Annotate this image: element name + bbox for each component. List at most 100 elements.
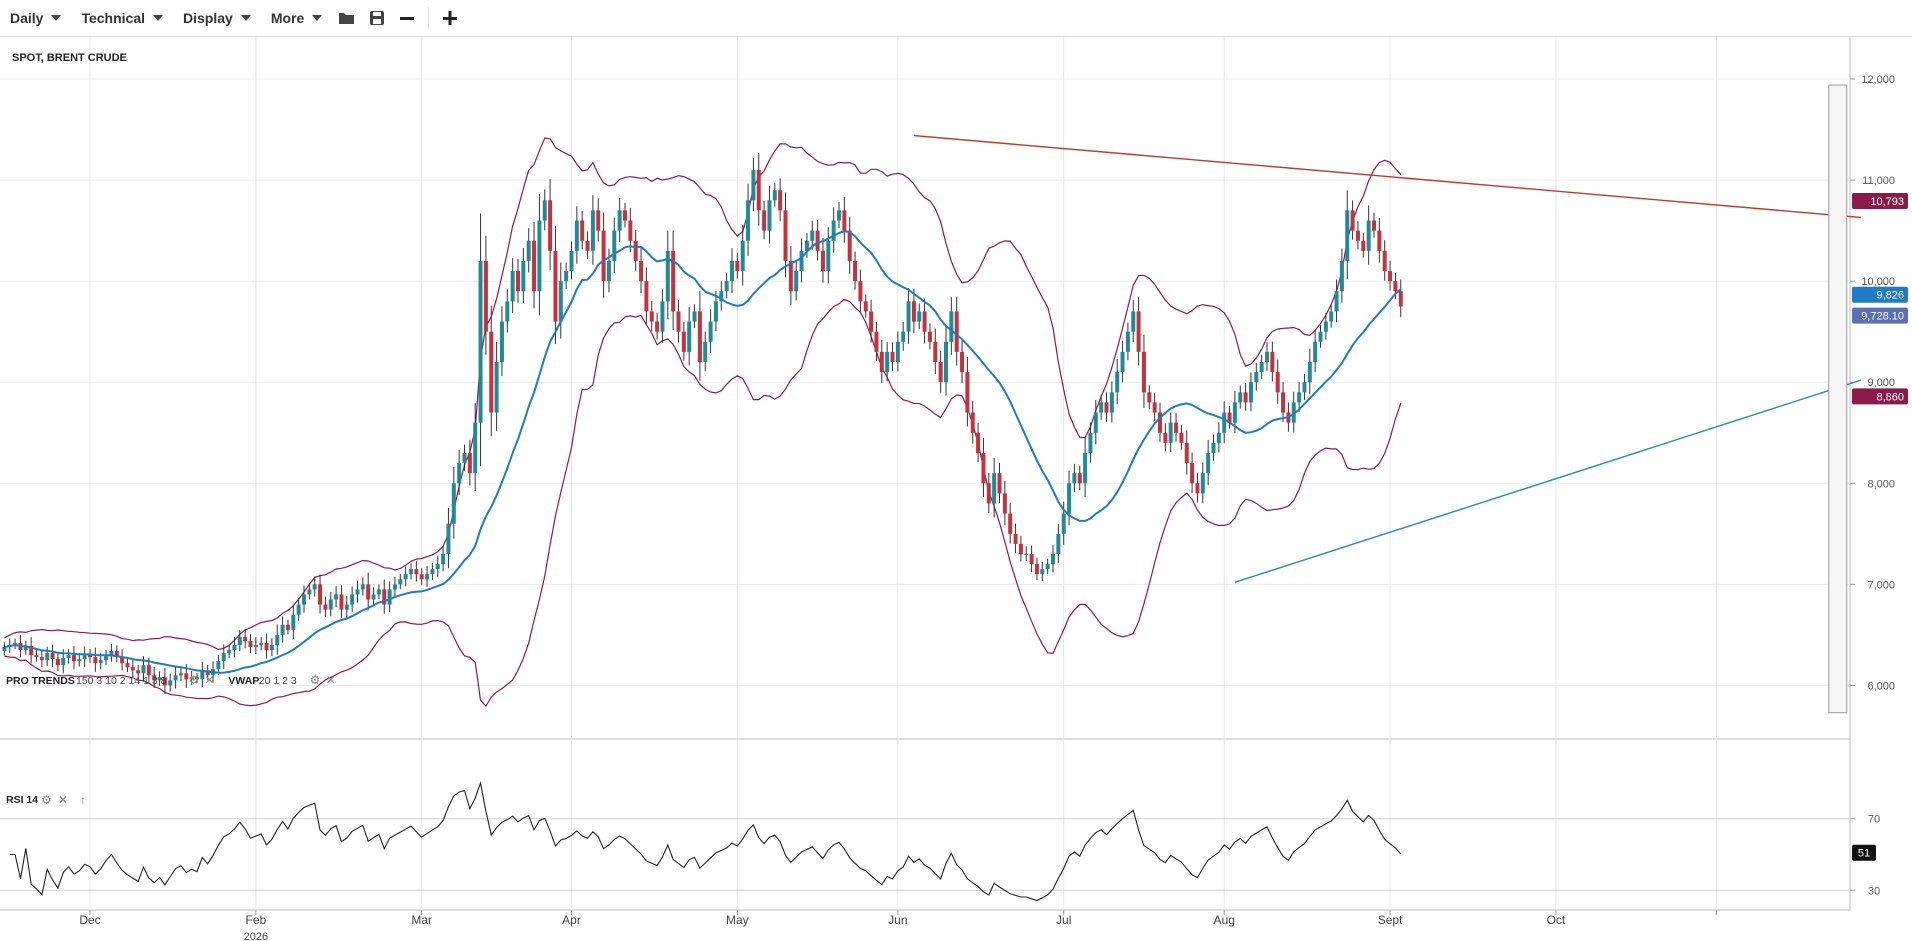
candle-body[interactable] [457,463,462,484]
candle-body[interactable] [489,331,494,413]
candle-body[interactable] [981,452,986,484]
candle-body[interactable] [762,210,767,231]
candle-body[interactable] [1243,392,1248,403]
candle-body[interactable] [1067,483,1072,514]
candle-body[interactable] [451,483,456,524]
candle-body[interactable] [173,675,178,681]
candle-body[interactable] [1190,463,1195,484]
candle-body[interactable] [564,271,569,282]
candle-body[interactable] [1313,341,1318,362]
candle-body[interactable] [382,589,387,605]
candle-body[interactable] [1083,452,1088,484]
candle-body[interactable] [1275,372,1280,393]
candle-body[interactable] [1141,351,1146,393]
candle-body[interactable] [1136,311,1141,352]
candle-body[interactable] [751,169,756,201]
candle-body[interactable] [1195,483,1200,494]
candle-body[interactable] [569,250,574,272]
candle-body[interactable] [1345,210,1350,261]
candle-body[interactable] [938,361,943,383]
candle-body[interactable] [1013,533,1018,544]
candle-body[interactable] [259,642,264,645]
candle-body[interactable] [842,210,847,231]
candle-body[interactable] [623,210,627,221]
candle-body[interactable] [130,667,135,671]
more-menu[interactable]: More [261,0,332,36]
candle-body[interactable] [473,422,478,474]
candle-body[interactable] [949,311,954,342]
candle-body[interactable] [430,569,435,575]
candle-body[interactable] [1297,392,1302,403]
candle-body[interactable] [302,594,306,605]
candle-body[interactable] [360,584,365,590]
candle-body[interactable] [1093,412,1098,433]
candle-body[interactable] [713,301,718,322]
candle-body[interactable] [655,321,660,332]
candle-body[interactable] [922,311,927,332]
candle-body[interactable] [1120,351,1125,373]
candle-body[interactable] [1372,220,1376,231]
candle-body[interactable] [1184,442,1189,464]
candle-body[interactable] [537,220,542,292]
candle-body[interactable] [318,584,323,605]
candle-body[interactable] [398,579,403,585]
candle-body[interactable] [735,260,740,272]
candle-body[interactable] [227,650,232,654]
candle-body[interactable] [869,311,874,332]
candle-body[interactable] [344,604,349,610]
candle-body[interactable] [1302,382,1307,393]
candle-body[interactable] [195,677,199,680]
candle-body[interactable] [88,655,92,658]
candle-body[interactable] [1222,412,1227,433]
candle-body[interactable] [847,230,852,261]
candle-body[interactable] [50,653,55,660]
candle-body[interactable] [639,260,644,282]
zoom-out-button[interactable] [392,0,422,36]
candle-body[interactable] [681,331,686,352]
support-trendline[interactable] [1234,379,1862,583]
candle-body[interactable] [933,341,938,362]
candle-body[interactable] [1259,361,1264,373]
candle-body[interactable] [494,361,499,413]
candle-body[interactable] [243,636,248,641]
candle-body[interactable] [216,661,221,670]
candle-body[interactable] [1018,543,1023,555]
candle-body[interactable] [1270,351,1275,373]
candle-body[interactable] [815,230,820,251]
candle-body[interactable] [285,624,290,630]
candle-body[interactable] [237,636,242,645]
candle-body[interactable] [772,190,777,201]
candle-body[interactable] [1339,260,1344,292]
candle-body[interactable] [296,604,301,615]
candle-body[interactable] [45,653,50,661]
candle-body[interactable] [1388,271,1393,282]
candle-body[interactable] [1232,402,1237,423]
candle-body[interactable] [291,614,296,630]
candle-body[interactable] [221,653,226,662]
candle-body[interactable] [366,584,371,600]
candle-body[interactable] [425,574,430,580]
candle-body[interactable] [970,412,975,433]
candle-body[interactable] [414,569,419,575]
candle-body[interactable] [77,659,82,662]
candle-body[interactable] [1355,230,1360,241]
candle-body[interactable] [1024,554,1029,556]
candle-body[interactable] [1168,422,1173,443]
candle-body[interactable] [1254,372,1259,383]
candle-body[interactable] [542,200,547,221]
technical-menu[interactable]: Technical [71,0,173,36]
candle-body[interactable] [1216,432,1221,443]
candle-body[interactable] [879,351,884,373]
close-icon[interactable]: ✕ [204,673,214,687]
candle-body[interactable] [23,645,28,651]
candle-body[interactable] [371,594,376,600]
candle-body[interactable] [553,250,558,322]
candle-body[interactable] [55,659,60,666]
candle-body[interactable] [649,311,654,322]
candle-body[interactable] [911,301,916,322]
candle-body[interactable] [323,604,328,610]
candle-body[interactable] [435,564,440,570]
candle-body[interactable] [1115,372,1120,393]
candle-body[interactable] [446,523,451,555]
candle-body[interactable] [697,311,702,362]
